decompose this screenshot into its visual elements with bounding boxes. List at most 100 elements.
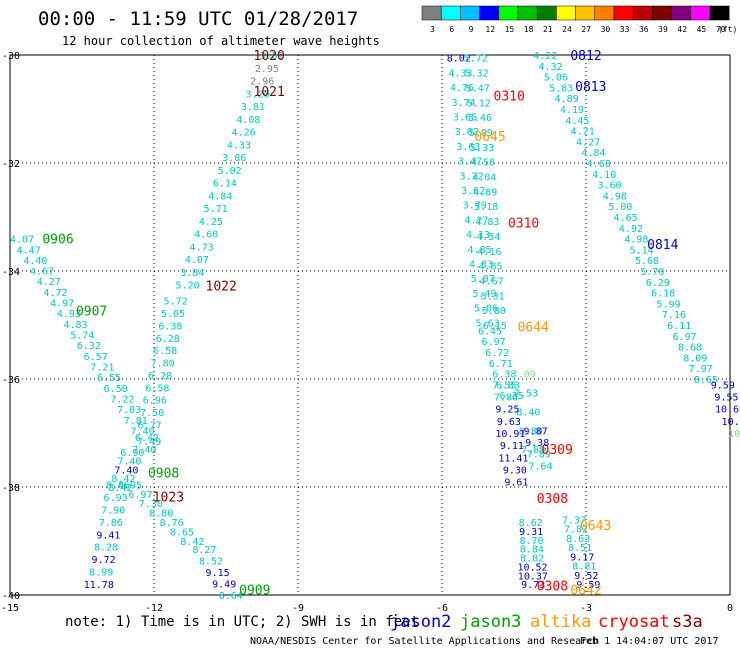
swh-value: 6.29 bbox=[646, 278, 670, 289]
swh-value: 8.52 bbox=[199, 557, 223, 568]
axis-ticks: -15 -12 -9 -6 -3 0-30-32-34-36-38-40 bbox=[1, 51, 733, 614]
colorbar-label: 42 bbox=[677, 25, 687, 34]
swh-value: 7.50 bbox=[140, 408, 164, 419]
colorbar-swatch bbox=[575, 5, 596, 21]
swh-value: 7.16 bbox=[662, 310, 686, 321]
swh-value: 10.37 bbox=[518, 571, 548, 582]
swh-value: 6.97 bbox=[673, 332, 697, 343]
pass-labels: 1020 1021 1022 1023 0906 0907 0908 0909 0812 0813… bbox=[42, 49, 678, 599]
swh-value: 5.02 bbox=[218, 166, 242, 177]
footer-timestamp: Feb 1 14:04:07 UTC 2017 bbox=[580, 636, 718, 647]
swh-value: 4.65 bbox=[614, 213, 638, 224]
swh-value: 4.76 bbox=[450, 83, 474, 94]
swh-value: 6.28 bbox=[148, 371, 172, 382]
swh-value: 9.41 bbox=[96, 530, 120, 541]
swh-value: 4.10 bbox=[592, 170, 616, 181]
colorbar-label: 33 bbox=[620, 25, 630, 34]
swh-value: 7.97 bbox=[689, 364, 713, 375]
colorbar: 3 6 9 12 15 18 21 24 27 30 33 36 39 42 45 70(ft) bbox=[421, 5, 737, 34]
colorbar-label: 6 bbox=[449, 25, 454, 34]
pass-label: 0643 bbox=[580, 519, 611, 534]
swh-value: 8.80 bbox=[149, 509, 173, 520]
swh-value: 7.55 bbox=[492, 380, 516, 391]
swh-value: 4.32 bbox=[539, 62, 563, 73]
pass-label: 0645 bbox=[474, 130, 505, 145]
swh-value: 4.26 bbox=[232, 128, 256, 139]
swh-value: 8.09 bbox=[683, 353, 707, 364]
swh-value: 10.5 bbox=[722, 417, 740, 428]
swh-value: 5.05 bbox=[161, 309, 185, 320]
swh-value: 6.95 bbox=[118, 480, 142, 491]
swh-value: 9.15 bbox=[206, 568, 230, 579]
colorbar-swatch bbox=[421, 5, 442, 21]
swh-value: 6.28 bbox=[156, 334, 180, 345]
swh-value: 8.68 bbox=[678, 343, 702, 354]
swh-value: 4.98 bbox=[603, 191, 627, 202]
swh-value: 3.20 bbox=[246, 89, 270, 100]
swh-value: 6.50 bbox=[104, 384, 128, 395]
pass-label: 0814 bbox=[647, 238, 678, 253]
swh-value: 2.96 bbox=[250, 77, 274, 88]
swh-value: 5.07 bbox=[471, 274, 495, 285]
swh-value: 8.63 bbox=[566, 534, 590, 545]
colorbar-label: 18 bbox=[524, 25, 534, 34]
y-tick-label: -34 bbox=[2, 267, 20, 278]
swh-value: 8.42 bbox=[108, 483, 132, 494]
swh-value: 7.40 bbox=[130, 426, 154, 437]
swh-value: 9.63 bbox=[497, 417, 521, 428]
colorbar-unit: (ft) bbox=[718, 25, 737, 34]
swh-value: 4.22 bbox=[533, 51, 557, 62]
footer-credit: NOAA/NESDIS Center for Satellite Applica… bbox=[250, 636, 599, 647]
swh-value: 3.79 bbox=[463, 201, 487, 212]
swh-value: 9.73 bbox=[521, 580, 545, 591]
colorbar-swatch bbox=[613, 5, 634, 21]
swh-value: 4.93 bbox=[57, 309, 81, 320]
pass-label: 0906 bbox=[42, 233, 73, 248]
swh-value: 5.32 bbox=[465, 69, 489, 80]
swh-value: 6.77 bbox=[138, 420, 162, 431]
swh-value: 7.37 bbox=[562, 515, 586, 526]
swh-value: 7.40 bbox=[114, 465, 138, 476]
legend-entry: jason3 bbox=[460, 612, 521, 632]
swh-value: 9.59 bbox=[711, 380, 735, 391]
swh-value: 5.49 bbox=[472, 289, 496, 300]
legend-entry: s3a bbox=[672, 612, 703, 632]
swh-value: 3.47 bbox=[458, 157, 482, 168]
pass-label: 1021 bbox=[254, 85, 285, 100]
swh-value: 7.86 bbox=[99, 518, 123, 529]
pass-label: 0309 bbox=[542, 443, 573, 458]
swh-value: 4.27 bbox=[464, 215, 488, 226]
swh-value: 7.40 bbox=[117, 457, 141, 468]
x-tick-label: -12 bbox=[145, 603, 163, 614]
swh-value: 4.83 bbox=[469, 260, 493, 271]
swh-value: 6.71 bbox=[489, 359, 513, 370]
swh-value: 9.17 bbox=[570, 552, 594, 563]
swh-value: 4.21 bbox=[571, 127, 595, 138]
swh-value: 10.52 bbox=[517, 562, 547, 573]
swh-value: 3.65 bbox=[453, 113, 477, 124]
swh-value: 3.86 bbox=[222, 153, 246, 164]
swh-value: 9.49 bbox=[212, 580, 236, 591]
swh-value: 4.67 bbox=[30, 267, 54, 278]
swh-value: 8.27 bbox=[192, 545, 216, 556]
swh-value: 6.90 bbox=[120, 448, 144, 459]
y-tick-label: -30 bbox=[2, 51, 20, 62]
swh-value: 9.72 bbox=[92, 555, 116, 566]
swh-value: 7.82 bbox=[564, 525, 588, 536]
swh-value: 8.99 bbox=[89, 568, 113, 579]
swh-value: 9.87 bbox=[524, 426, 548, 437]
swh-value: 6.72 bbox=[485, 348, 509, 359]
footer-note: note: 1) Time is in UTC; 2) SWH is in fe… bbox=[65, 614, 419, 630]
swh-value: 6.45 bbox=[478, 326, 502, 337]
colorbar-swatch bbox=[498, 5, 519, 21]
swh-value: 6.42 bbox=[135, 433, 159, 444]
swh-value: 3.60 bbox=[597, 181, 621, 192]
swh-value: 7.86 bbox=[494, 393, 518, 404]
swh-value: 8.81 bbox=[572, 562, 596, 573]
pass-label: 0310 bbox=[494, 90, 525, 105]
swh-value: 7.64 bbox=[528, 461, 552, 472]
swh-value: 7.89 bbox=[527, 450, 551, 461]
chart-title: 00:00 - 11:59 UTC 01/28/2017 bbox=[38, 8, 358, 30]
swh-value: 6.32 bbox=[77, 341, 101, 352]
